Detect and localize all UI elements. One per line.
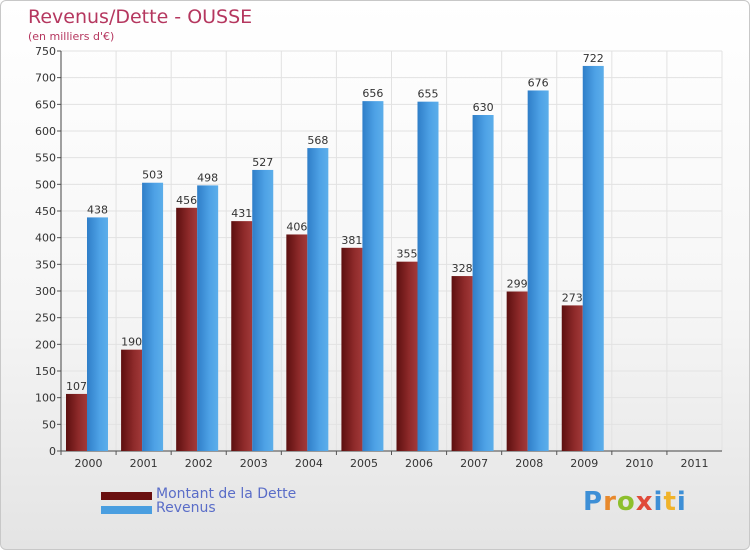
data-label-revenus: 568	[307, 134, 328, 147]
data-label-dette: 456	[176, 194, 197, 207]
axes: 0 50 100 150 200 250 300 350 400 450 500 550 600 650 7…	[35, 45, 722, 470]
data-label-dette: 381	[341, 234, 362, 247]
bar-revenus	[142, 182, 164, 451]
data-label-dette: 107	[66, 380, 87, 393]
data-label-dette: 355	[397, 248, 418, 261]
bar-dette	[506, 291, 528, 451]
data-label-revenus: 527	[252, 156, 273, 169]
y-tick-label: 600	[35, 125, 56, 138]
bar-revenus	[527, 90, 549, 451]
bar-revenus	[197, 185, 219, 451]
data-label-revenus: 656	[362, 87, 383, 100]
data-label-revenus: 676	[528, 76, 549, 89]
y-tick-label: 550	[35, 152, 56, 165]
x-tick-label: 2009	[570, 457, 598, 470]
bar-dette	[341, 247, 363, 451]
bar-revenus	[87, 217, 108, 451]
data-label-dette: 299	[507, 278, 528, 291]
x-tick-label: 2002	[185, 457, 213, 470]
y-tick-label: 500	[35, 178, 56, 191]
y-tick-label: 0	[49, 445, 56, 458]
y-tick-label: 100	[35, 392, 56, 405]
data-label-revenus: 438	[87, 203, 108, 216]
legend-label-dette: Montant de la Dette	[156, 486, 297, 502]
y-tick-label: 750	[35, 45, 56, 58]
y-tick-label: 50	[42, 418, 56, 431]
x-tick-label: 2008	[515, 457, 543, 470]
legend-swatch-revenus	[101, 506, 152, 514]
bar-revenus	[472, 115, 494, 451]
bar-dette	[176, 207, 198, 451]
data-label-revenus: 503	[142, 169, 163, 182]
y-tick-label: 350	[35, 258, 56, 271]
data-label-revenus: 722	[583, 52, 604, 65]
bar-dette	[396, 261, 418, 451]
x-tick-label: 2006	[405, 457, 433, 470]
bar-dette	[561, 305, 583, 451]
chart-subtitle: (en milliers d'€)	[28, 30, 115, 43]
x-tick-label: 2000	[75, 457, 103, 470]
bar-revenus	[307, 148, 329, 452]
data-label-dette: 273	[562, 291, 583, 304]
bar-dette	[66, 393, 87, 451]
y-tick-label: 250	[35, 312, 56, 325]
data-label-dette: 190	[121, 336, 142, 349]
bar-dette	[231, 221, 253, 451]
legend-label-revenus: Revenus	[156, 500, 216, 516]
x-tick-label: 2003	[240, 457, 268, 470]
bar-revenus	[362, 101, 384, 451]
bar-dette	[286, 234, 308, 451]
x-tick-label: 2005	[350, 457, 378, 470]
y-tick-label: 300	[35, 285, 56, 298]
data-label-revenus: 630	[473, 101, 494, 114]
y-tick-label: 450	[35, 205, 56, 218]
y-tick-label: 650	[35, 98, 56, 111]
y-tick-label: 200	[35, 338, 56, 351]
data-label-dette: 406	[286, 220, 307, 233]
x-tick-label: 2007	[460, 457, 488, 470]
bar-dette	[121, 349, 143, 451]
bar-revenus	[417, 101, 439, 452]
bars	[66, 65, 604, 452]
grid-lines	[60, 50, 723, 452]
data-labels: 107 190 456 431 406 381 355 328 299 273 438 503 498 5…	[66, 52, 604, 393]
x-tick-label: 2004	[295, 457, 323, 470]
bar-revenus	[252, 169, 274, 451]
x-tick-label: 2001	[130, 457, 158, 470]
proxiti-logo: Proxiti	[583, 487, 687, 517]
data-label-revenus: 498	[197, 171, 218, 184]
chart-title: Revenus/Dette - OUSSE	[28, 6, 253, 28]
x-tick-label: 2010	[625, 457, 653, 470]
data-label-dette: 328	[452, 262, 473, 275]
y-tick-label: 150	[35, 365, 56, 378]
data-label-dette: 431	[231, 207, 252, 220]
y-tick-label: 400	[35, 232, 56, 245]
bar-revenus	[582, 65, 604, 451]
x-tick-label: 2011	[680, 457, 708, 470]
legend-swatch-dette	[101, 492, 152, 500]
y-tick-label: 700	[35, 72, 56, 85]
data-label-revenus: 655	[418, 88, 439, 101]
bar-dette	[451, 276, 473, 451]
